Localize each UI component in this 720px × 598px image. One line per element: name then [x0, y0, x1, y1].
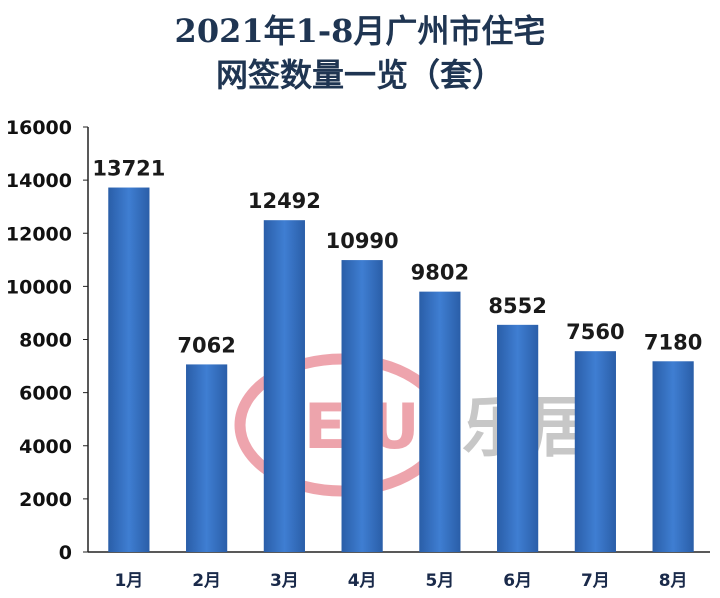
x-tick-label: 2月 [192, 571, 221, 591]
x-tick-label: 6月 [503, 571, 532, 591]
bar [497, 324, 539, 552]
y-tick-label: 4000 [19, 436, 72, 458]
bar [652, 361, 694, 552]
y-tick-label: 16000 [6, 117, 72, 139]
bars [108, 187, 694, 552]
x-tick-label: 7月 [581, 571, 610, 591]
x-tick-label: 8月 [659, 571, 688, 591]
bar [186, 364, 228, 552]
bar [263, 220, 305, 552]
bar [574, 351, 616, 552]
x-tick-label: 4月 [348, 571, 377, 591]
chart-title-line-2: 网签数量一览（套） [216, 56, 504, 94]
y-tick-label: 8000 [19, 330, 72, 352]
x-tick-labels: 1月 2月 3月 4月 5月 6月 7月 8月 [114, 571, 687, 591]
data-label: 7062 [177, 333, 235, 357]
data-label: 9802 [411, 261, 469, 285]
x-tick-label: 3月 [270, 571, 299, 591]
chart-title-line-1: 2021年1-8月广州市住宅 [175, 12, 546, 50]
x-tick-label: 1月 [114, 571, 143, 591]
data-label: 8552 [488, 294, 546, 318]
data-label: 13721 [92, 157, 165, 181]
y-tick-labels: 0 2000 4000 6000 8000 10000 12000 14000 16000 [6, 117, 88, 564]
data-label: 10990 [326, 229, 399, 253]
y-tick-label: 2000 [19, 489, 72, 511]
data-label: 7180 [644, 330, 702, 354]
y-tick-label: 0 [59, 542, 72, 564]
y-tick-label: 10000 [6, 276, 72, 298]
data-label: 7560 [566, 320, 624, 344]
data-label: 12492 [248, 189, 321, 213]
bar [419, 291, 461, 552]
x-tick-label: 5月 [425, 571, 454, 591]
y-tick-label: 6000 [19, 383, 72, 405]
y-tick-label: 14000 [6, 170, 72, 192]
bar [108, 187, 150, 552]
bar [341, 260, 383, 552]
y-tick-label: 12000 [6, 223, 72, 245]
